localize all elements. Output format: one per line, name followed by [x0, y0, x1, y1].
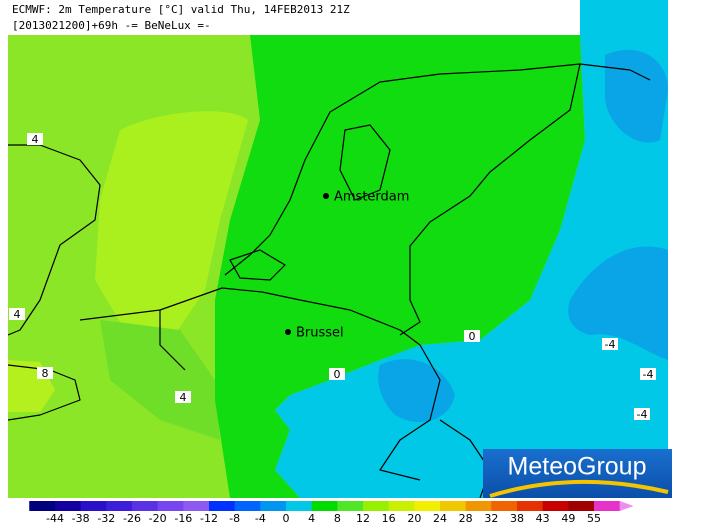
logo: MeteoGroup	[483, 449, 672, 498]
colorbar-segment	[234, 501, 261, 511]
contour-label-box	[175, 391, 191, 403]
city-label: Amsterdam	[334, 190, 409, 205]
contour-label: -4	[637, 408, 648, 421]
colorbar-label: 38	[510, 512, 524, 525]
contour-label-box	[9, 308, 25, 320]
colorbar-segment	[260, 501, 287, 511]
colorbar-segment	[80, 501, 107, 511]
contour-labels: 4 4 8 4 0 0 -4 -4 -4	[9, 133, 656, 421]
colorbar-label: -38	[72, 512, 90, 525]
colorbar-label: 12	[356, 512, 370, 525]
colorbar-label: 49	[561, 512, 575, 525]
colorbar-segment	[594, 501, 621, 511]
colorbar-end	[619, 501, 634, 511]
colorbar-segment	[55, 501, 82, 511]
colorbar-label: -20	[149, 512, 167, 525]
border	[399, 63, 581, 336]
colorbar-label: 55	[587, 512, 601, 525]
colorbar-segment	[363, 501, 390, 511]
temperature-field	[8, 0, 668, 498]
colorbar-segment	[183, 501, 210, 511]
colorbar-label: -26	[123, 512, 141, 525]
coastline	[224, 63, 651, 276]
lake	[339, 124, 391, 201]
colorbar-segment	[106, 501, 133, 511]
field-blue	[605, 49, 668, 143]
contour-label-box	[464, 330, 480, 342]
colorbar-segment	[337, 501, 364, 511]
city-label: Brussel	[296, 326, 344, 341]
field-green	[215, 35, 585, 498]
contour-label: 4	[32, 133, 39, 146]
colorbar-label: -32	[97, 512, 115, 525]
contour-label-box	[27, 133, 43, 145]
logo-arc	[489, 479, 669, 498]
contour-label: -4	[605, 338, 616, 351]
logo-text: MeteoGroup	[508, 453, 647, 481]
contour-label-box	[602, 338, 618, 350]
colorbar-segment	[542, 501, 569, 511]
contour-label: 4	[180, 391, 187, 404]
contour-label: 0	[334, 368, 341, 381]
field-blue	[568, 246, 668, 360]
colorbar-label: -8	[229, 512, 240, 525]
coastline	[8, 144, 101, 336]
field-darklime	[100, 320, 220, 440]
colorbar-segment	[29, 501, 56, 511]
contour-label: 8	[42, 367, 49, 380]
colorbar-segment	[286, 501, 313, 511]
colorbar-segment	[157, 501, 184, 511]
colorbar-label: 20	[407, 512, 421, 525]
header-line: [2013021200]+69h -= BeNeLux =-	[12, 19, 211, 32]
colorbar-segment	[414, 501, 441, 511]
contour-label: 4	[14, 308, 21, 321]
estuary	[229, 249, 286, 281]
colorbar-segment	[388, 501, 415, 511]
field-yellowgreen	[95, 111, 248, 330]
colorbar-label: 16	[382, 512, 396, 525]
colorbar-label: -12	[200, 512, 218, 525]
contour-label-box	[329, 368, 345, 380]
colorbar-label: 43	[536, 512, 550, 525]
colorbar-segment	[465, 501, 492, 511]
contour-label: -4	[643, 368, 654, 381]
colorbar-segment	[491, 501, 518, 511]
colorbar-label: -44	[46, 512, 64, 525]
header-line: ECMWF: 2m Temperature [°C] valid Thu, 14…	[12, 3, 350, 16]
city-dot	[285, 329, 291, 335]
colorbar-label: -4	[255, 512, 266, 525]
colorbar-segment	[440, 501, 467, 511]
colorbar-segment	[568, 501, 595, 511]
colorbar: -44 -38 -32 -26 -20 -16 -12 -8 -4 0 4 8 12 16 20 24 28 32…	[29, 501, 634, 525]
contour-label: 0	[469, 330, 476, 343]
colorbar-label: 8	[334, 512, 341, 525]
colorbar-label: 32	[484, 512, 498, 525]
header-box	[8, 0, 580, 35]
colorbar-label: 0	[283, 512, 290, 525]
contour-label-box	[640, 368, 656, 380]
field-blue	[378, 359, 455, 423]
colorbar-label: 24	[433, 512, 447, 525]
border	[79, 287, 441, 481]
colorbar-label: 28	[459, 512, 473, 525]
contour-label-box	[37, 367, 53, 379]
coastline	[159, 310, 186, 371]
field-cyan	[275, 0, 668, 498]
city-dot	[323, 193, 329, 199]
colorbar-segment	[132, 501, 159, 511]
contour-label-box	[634, 408, 650, 420]
colorbar-segment	[517, 501, 544, 511]
colorbar-segment	[311, 501, 338, 511]
colorbar-label: 4	[308, 512, 315, 525]
colorbar-label: -16	[174, 512, 192, 525]
colorbar-segment	[209, 501, 236, 511]
